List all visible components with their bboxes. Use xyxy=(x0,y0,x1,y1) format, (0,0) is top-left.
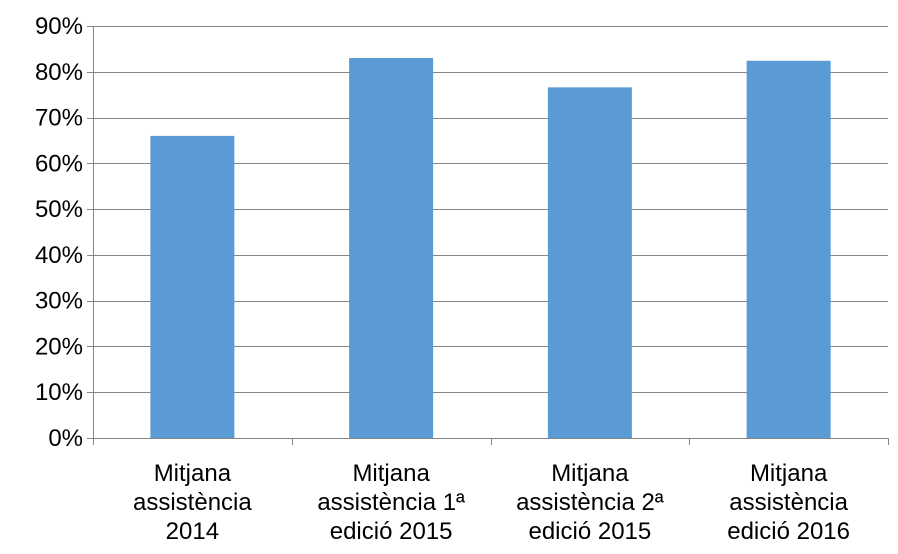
y-tick-label: 80% xyxy=(35,59,83,86)
y-tick-label: 30% xyxy=(35,288,83,315)
x-category-label-line: Mitjana xyxy=(551,460,629,487)
y-tick-label: 20% xyxy=(35,333,83,360)
x-category-label: Mitjana assistència 2014 xyxy=(133,460,252,545)
x-category-label-line: 2014 xyxy=(166,518,219,545)
x-category-label-line: Mitjana xyxy=(750,460,828,487)
x-category-label-line: assistència xyxy=(133,489,252,516)
bar-3 xyxy=(746,60,831,439)
x-category-label: Mitjana assistència 1ª edició 2015 xyxy=(317,460,465,545)
bar-0 xyxy=(150,135,235,438)
y-tick-labels: 0% 10% 20% 30% 40% 50% 60% 70% 80% 90% xyxy=(35,13,83,452)
bar-2 xyxy=(547,87,632,438)
x-category-label-line: assistència 1ª xyxy=(317,489,465,516)
x-category-label-line: assistència xyxy=(729,489,848,516)
y-tick-label: 70% xyxy=(35,105,83,132)
bars xyxy=(150,58,831,439)
y-tick-label: 50% xyxy=(35,196,83,223)
x-category-label: Mitjana assistència edició 2016 xyxy=(727,460,850,545)
x-category-label-line: Mitjana xyxy=(154,460,232,487)
y-tick-label: 90% xyxy=(35,13,83,40)
y-tick-label: 10% xyxy=(35,379,83,406)
x-category-label-line: edició 2016 xyxy=(727,518,850,545)
x-category-label: Mitjana assistència 2ª edició 2015 xyxy=(516,460,664,545)
x-category-label-line: edició 2015 xyxy=(330,518,453,545)
y-tick-label: 0% xyxy=(48,425,83,452)
x-category-label-line: Mitjana xyxy=(352,460,430,487)
axes xyxy=(87,26,889,445)
x-category-label-line: edició 2015 xyxy=(528,518,651,545)
x-category-label-line: assistència 2ª xyxy=(516,489,664,516)
y-tick-label: 60% xyxy=(35,150,83,177)
y-tick-label: 40% xyxy=(35,242,83,269)
bar-1 xyxy=(349,58,434,439)
